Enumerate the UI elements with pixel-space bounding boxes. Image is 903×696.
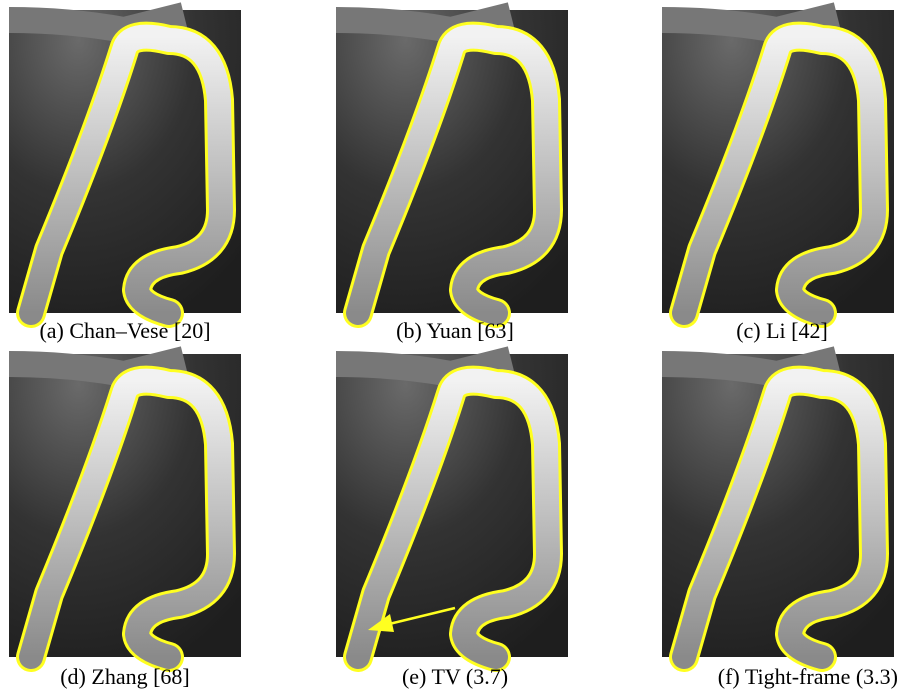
caption: (e) TV (3.7) <box>402 664 508 689</box>
figure: (a) Chan–Vese [20] (b) Yuan [63] (c) Li … <box>0 0 903 696</box>
panel-b-image <box>336 10 568 313</box>
caption: (a) Chan–Vese [20] <box>39 318 210 343</box>
panel-d-image <box>9 354 241 657</box>
page: (a) Chan–Vese [20] (b) Yuan [63] (c) Li … <box>0 0 903 696</box>
panel-c-image <box>662 10 894 313</box>
caption: (d) Zhang [68] <box>60 664 190 689</box>
panel-e-image <box>336 354 568 657</box>
panel-f-image <box>662 354 894 657</box>
caption: (c) Li [42] <box>736 318 828 343</box>
caption: (f) Tight-frame (3.3) <box>718 664 898 689</box>
panel-a-image <box>9 10 241 313</box>
caption: (b) Yuan [63] <box>396 318 514 343</box>
